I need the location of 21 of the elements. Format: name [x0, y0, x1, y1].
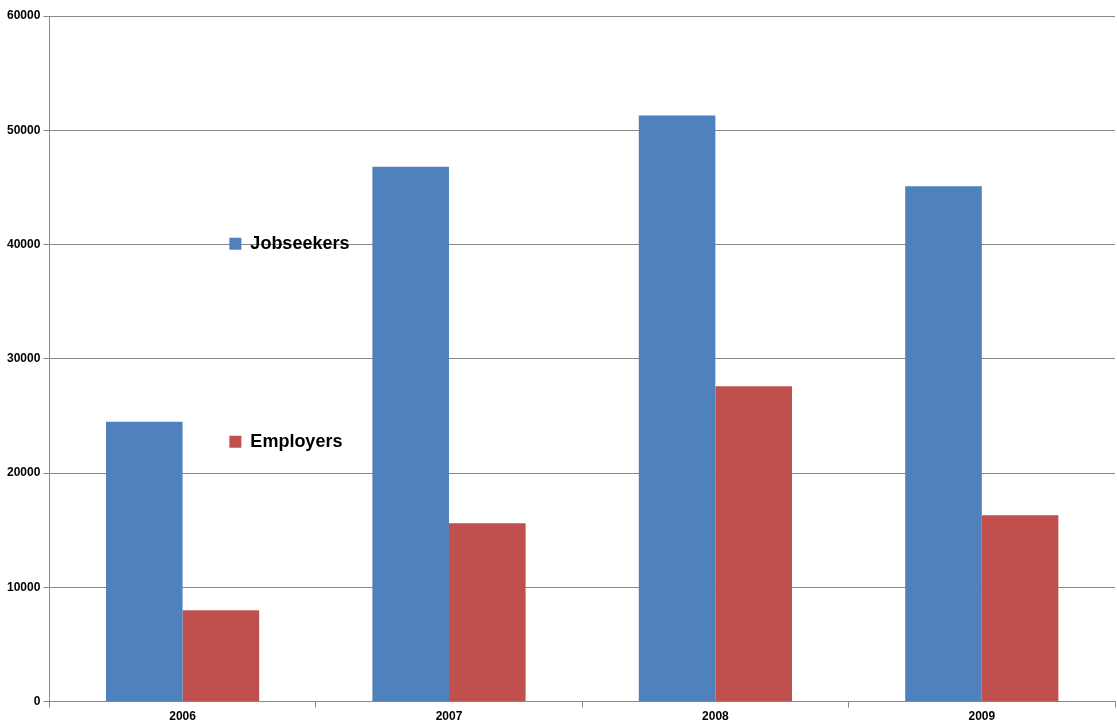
y-tick-label: 0 — [33, 693, 41, 708]
y-tick-label: 30000 — [6, 351, 41, 366]
x-tick-label: 2007 — [435, 709, 463, 724]
y-tick-label: 10000 — [6, 579, 41, 594]
x-tick-label: 2009 — [968, 709, 996, 724]
legend-label: Employers — [250, 430, 343, 451]
bar — [905, 186, 982, 702]
bar — [981, 515, 1059, 702]
bar — [182, 610, 260, 702]
bar — [105, 421, 183, 702]
bar — [715, 386, 792, 702]
y-tick-label: 50000 — [6, 122, 41, 137]
bar — [372, 166, 449, 702]
bar — [638, 115, 716, 702]
y-tick-label: 40000 — [6, 236, 41, 251]
y-tick-label: 20000 — [6, 465, 41, 480]
legend-label: Jobseekers — [250, 232, 350, 253]
x-tick-label: 2006 — [169, 709, 197, 724]
x-tick-label: 2008 — [702, 709, 730, 724]
y-tick-label: 60000 — [6, 8, 41, 23]
bar — [448, 523, 526, 702]
